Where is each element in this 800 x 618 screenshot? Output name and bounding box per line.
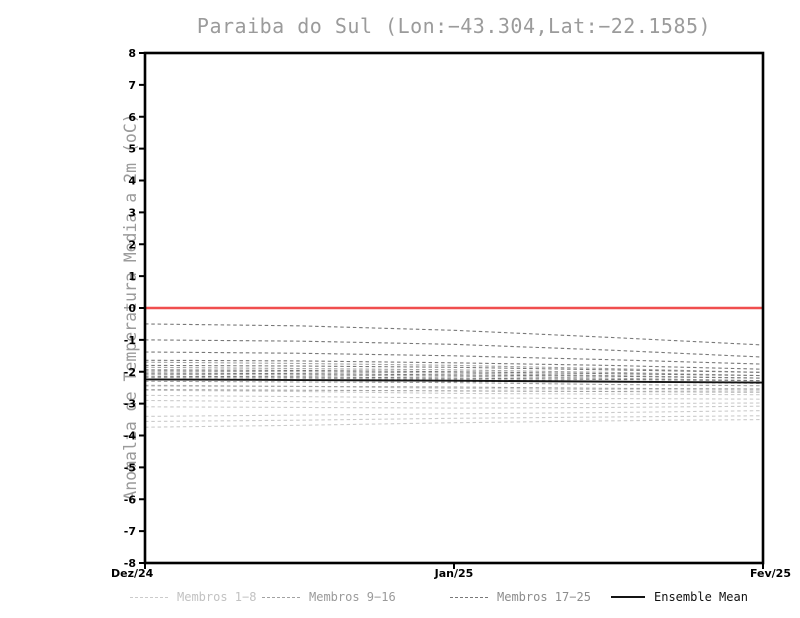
member-line bbox=[144, 405, 764, 409]
member-line bbox=[144, 419, 764, 428]
legend-item-membros-9-16: Membros 9−16 bbox=[262, 589, 396, 605]
member-line bbox=[144, 373, 764, 382]
y-tick-label: -8 bbox=[124, 557, 136, 570]
member-line bbox=[144, 410, 764, 417]
dashed-line-sample-icon bbox=[130, 596, 168, 598]
member-line bbox=[144, 372, 764, 379]
member-group-2 bbox=[144, 361, 764, 393]
member-line bbox=[144, 351, 764, 365]
member-line bbox=[144, 359, 764, 370]
legend-label: Membros 1−8 bbox=[177, 590, 257, 604]
member-line bbox=[144, 389, 764, 393]
y-tick-label: 5 bbox=[128, 143, 136, 156]
member-line bbox=[144, 415, 764, 423]
y-tick-label: -5 bbox=[124, 461, 136, 474]
y-tick-label: 6 bbox=[128, 111, 136, 124]
y-tick-label: 0 bbox=[128, 302, 136, 315]
legend-item-membros-1-8: Membros 1−8 bbox=[130, 589, 256, 605]
legend-item-ensemble-mean: Ensemble Mean bbox=[611, 589, 748, 605]
x-tick-label: Jan/25 bbox=[434, 567, 474, 580]
member-line bbox=[144, 385, 764, 390]
solid-line-sample-icon bbox=[611, 596, 645, 598]
dashed-line-sample-icon bbox=[262, 596, 300, 598]
chart-legend: Membros 1−8 Membros 9−16 Membros 17−25 E… bbox=[0, 589, 800, 605]
x-tick-label: Fev/25 bbox=[750, 567, 791, 580]
legend-label: Ensemble Mean bbox=[654, 590, 748, 604]
member-line bbox=[144, 369, 764, 377]
member-line bbox=[144, 364, 764, 373]
y-tick-label: -3 bbox=[124, 398, 136, 411]
y-tick-label: 4 bbox=[128, 175, 136, 188]
y-tick-label: -2 bbox=[124, 366, 136, 379]
y-tick-label: 2 bbox=[128, 238, 136, 251]
y-tick-label: -6 bbox=[124, 493, 137, 506]
y-tick-label: 1 bbox=[128, 270, 136, 283]
member-line bbox=[144, 389, 764, 396]
y-tick-label: -4 bbox=[124, 430, 137, 443]
member-line bbox=[144, 370, 764, 379]
member-line bbox=[144, 366, 764, 377]
member-line bbox=[144, 339, 764, 358]
member-line bbox=[144, 376, 764, 384]
ensemble-mean-line bbox=[144, 378, 764, 384]
member-line bbox=[144, 384, 764, 391]
legend-label: Membros 9−16 bbox=[309, 590, 396, 604]
dashed-line-sample-icon bbox=[450, 596, 488, 598]
y-tick-label: -7 bbox=[124, 525, 136, 538]
member-line bbox=[144, 375, 764, 382]
y-tick-label: 3 bbox=[128, 206, 136, 219]
legend-item-membros-17-25: Membros 17−25 bbox=[450, 589, 591, 605]
y-tick-label: 8 bbox=[128, 47, 136, 60]
y-tick-label: -1 bbox=[124, 334, 136, 347]
y-tick-label: 7 bbox=[128, 79, 136, 92]
member-group-3 bbox=[144, 323, 764, 384]
member-line bbox=[144, 380, 764, 387]
member-line bbox=[144, 399, 764, 405]
member-line bbox=[144, 394, 764, 400]
chart-title: Paraiba do Sul (Lon:−43.304,Lat:−22.1585… bbox=[196, 14, 712, 38]
member-line bbox=[144, 361, 764, 373]
x-tick-label: Dez/24 bbox=[111, 567, 154, 580]
legend-label: Membros 17−25 bbox=[497, 590, 591, 604]
member-line bbox=[144, 323, 764, 346]
